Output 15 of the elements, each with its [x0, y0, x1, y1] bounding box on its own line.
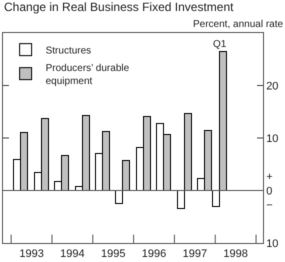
x-tick-label: 1993 — [19, 248, 44, 260]
y-tick-label: 20 — [266, 80, 278, 92]
x-tick-label: 1994 — [60, 248, 85, 260]
y-tick-label: 10 — [266, 238, 278, 250]
legend-label: Producers’ durable equipment — [46, 63, 130, 87]
y-tick-label: 10 — [266, 132, 278, 145]
x-tick-label: 1995 — [100, 248, 126, 260]
x-tick-label: 1996 — [142, 248, 166, 260]
x-tick-label: 1998 — [223, 248, 248, 260]
annotation: Q1 — [213, 39, 227, 50]
legend-label: Structures — [46, 46, 92, 56]
chart-title: Change in Real Business Fixed Investment — [4, 0, 234, 14]
x-tick-label: 1997 — [182, 248, 208, 260]
y-tick-label: + 0 − — [266, 171, 273, 212]
y-axis-title: Percent, annual rate — [193, 19, 284, 30]
